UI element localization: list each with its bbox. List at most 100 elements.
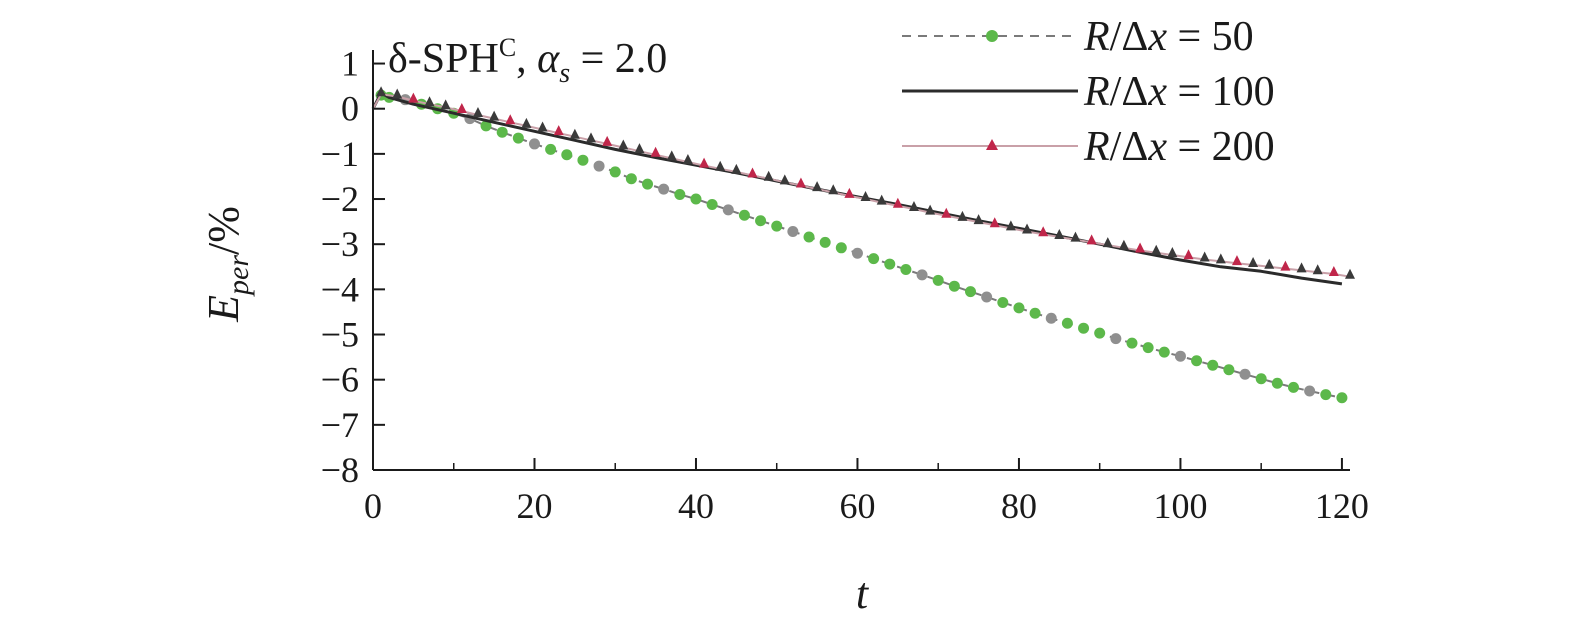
series-line-3 xyxy=(372,93,1351,278)
legend-label-series-2: R/Δx = 100 xyxy=(1083,69,1275,115)
series-1-point-43 xyxy=(1045,312,1057,324)
series-3-point-22 xyxy=(715,160,726,171)
series-3-point-34 xyxy=(908,200,919,211)
legend-label-series-3-a: R xyxy=(1083,124,1110,170)
series-3-point-37 xyxy=(957,210,968,221)
series-1-point-52 xyxy=(1191,355,1203,367)
series-3-point-21 xyxy=(699,157,710,168)
series-1-point-21 xyxy=(690,193,702,205)
series-1-point-44 xyxy=(1061,317,1073,329)
series-1-point-42 xyxy=(1029,307,1041,319)
series-3-point-59 xyxy=(1312,264,1323,275)
series-1-point-28 xyxy=(803,231,815,243)
series-1-point-49 xyxy=(1142,342,1154,354)
series-1-point-34 xyxy=(900,263,912,275)
series-1-point-41 xyxy=(1013,302,1025,314)
axes xyxy=(372,50,1350,471)
series-1-point-60 xyxy=(1320,389,1332,401)
x-tick-label-1: 20 xyxy=(516,486,552,526)
series-3-point-30 xyxy=(844,187,855,198)
series-3-point-28 xyxy=(812,181,823,192)
series-1-point-61 xyxy=(1336,392,1348,404)
series-1-point-23 xyxy=(722,204,734,216)
legend-marker-series-1 xyxy=(986,30,998,42)
series-1-point-24 xyxy=(738,209,750,221)
series-1-point-32 xyxy=(868,253,880,265)
legend-label-series-3-d: = 200 xyxy=(1167,124,1275,170)
series-1-point-22 xyxy=(706,198,718,210)
legend-marker-series-3 xyxy=(986,139,998,150)
series-1-point-30 xyxy=(835,242,847,254)
series-3-point-8 xyxy=(489,110,500,121)
series-3-point-25 xyxy=(763,170,774,181)
series-3-point-18 xyxy=(650,146,661,157)
series-3-point-38 xyxy=(973,214,984,225)
legend-entry-series-1: R/Δx = 50 xyxy=(902,14,1254,60)
series-3-point-10 xyxy=(521,117,532,128)
y-axis-label-sub: per xyxy=(222,255,255,297)
y-axis-label-base: E xyxy=(199,295,248,323)
series-3-point-33 xyxy=(892,197,903,208)
legend-label-series-2-d: = 100 xyxy=(1167,69,1275,115)
series-3-point-5 xyxy=(440,99,451,110)
series-3-point-45 xyxy=(1086,234,1097,245)
legend-label-series-1-c: x xyxy=(1147,14,1167,60)
series-3-point-16 xyxy=(618,139,629,150)
ticks: 0 20 40 60 80 100 120 1 0 −1 −2 −3 −4 −5 −6 −7 −8 xyxy=(321,44,1369,526)
series-3-point-17 xyxy=(634,143,645,154)
x-tick-label-4: 80 xyxy=(1001,486,1037,526)
legend-label-series-2-c: x xyxy=(1147,69,1167,115)
series-1-point-25 xyxy=(755,215,767,227)
series-1-point-14 xyxy=(577,154,589,166)
series-3-point-42 xyxy=(1038,226,1049,237)
series-3-point-2 xyxy=(392,88,403,99)
series-1-point-37 xyxy=(948,280,960,292)
y-tick-label-0: 1 xyxy=(341,44,359,84)
annotation-rest: = 2.0 xyxy=(570,36,667,82)
series-1-point-10 xyxy=(512,132,524,144)
series-1-point-46 xyxy=(1094,327,1106,339)
series-3-point-54 xyxy=(1231,255,1242,266)
legend-label-series-1-a: R xyxy=(1083,14,1110,60)
series-1-point-20 xyxy=(674,189,686,201)
legend-label-series-3-c: x xyxy=(1147,124,1167,170)
series-1-point-40 xyxy=(997,296,1009,308)
series-1-point-11 xyxy=(528,138,540,150)
annotation-prefix: δ-SPH xyxy=(388,36,499,82)
series-1-point-35 xyxy=(916,269,928,281)
series-1-point-19 xyxy=(658,183,670,195)
series-3-point-43 xyxy=(1054,228,1065,239)
y-tick-label-7: −6 xyxy=(321,360,359,400)
series-3-point-47 xyxy=(1118,239,1129,250)
y-tick-label-3: −2 xyxy=(321,179,359,219)
legend-label-series-2-a: R xyxy=(1083,69,1110,115)
series-3-point-32 xyxy=(876,194,887,205)
y-tick-label-5: −4 xyxy=(321,269,359,309)
series-3-point-12 xyxy=(553,125,564,136)
x-tick-label-0: 0 xyxy=(364,486,382,526)
series-3-point-1 xyxy=(376,86,387,97)
series-3-point-49 xyxy=(1151,244,1162,255)
series-3-point-35 xyxy=(925,204,936,215)
series-3-point-57 xyxy=(1280,260,1291,271)
series-3-point-60 xyxy=(1328,266,1339,276)
series-3-point-61 xyxy=(1345,268,1355,279)
series-1-point-53 xyxy=(1207,359,1219,371)
series-1-point-8 xyxy=(480,120,492,132)
series-1-point-15 xyxy=(593,160,605,172)
y-tick-label-9: −8 xyxy=(321,450,359,490)
legend-label-series-1-b: /Δ xyxy=(1110,14,1149,60)
series-1-point-48 xyxy=(1126,337,1138,349)
series-3-point-23 xyxy=(731,163,742,174)
series-3-point-3 xyxy=(408,92,419,103)
series-3-point-48 xyxy=(1135,242,1146,253)
series-layer xyxy=(371,86,1355,404)
legend-entry-series-2: R/Δx = 100 xyxy=(902,69,1275,115)
series-1-point-50 xyxy=(1158,346,1170,358)
series-1-point-39 xyxy=(981,291,993,303)
series-3-point-29 xyxy=(828,184,839,195)
annotation-var: α xyxy=(537,36,560,82)
legend-label-series-1: R/Δx = 50 xyxy=(1083,14,1254,60)
series-1-point-58 xyxy=(1287,381,1299,393)
